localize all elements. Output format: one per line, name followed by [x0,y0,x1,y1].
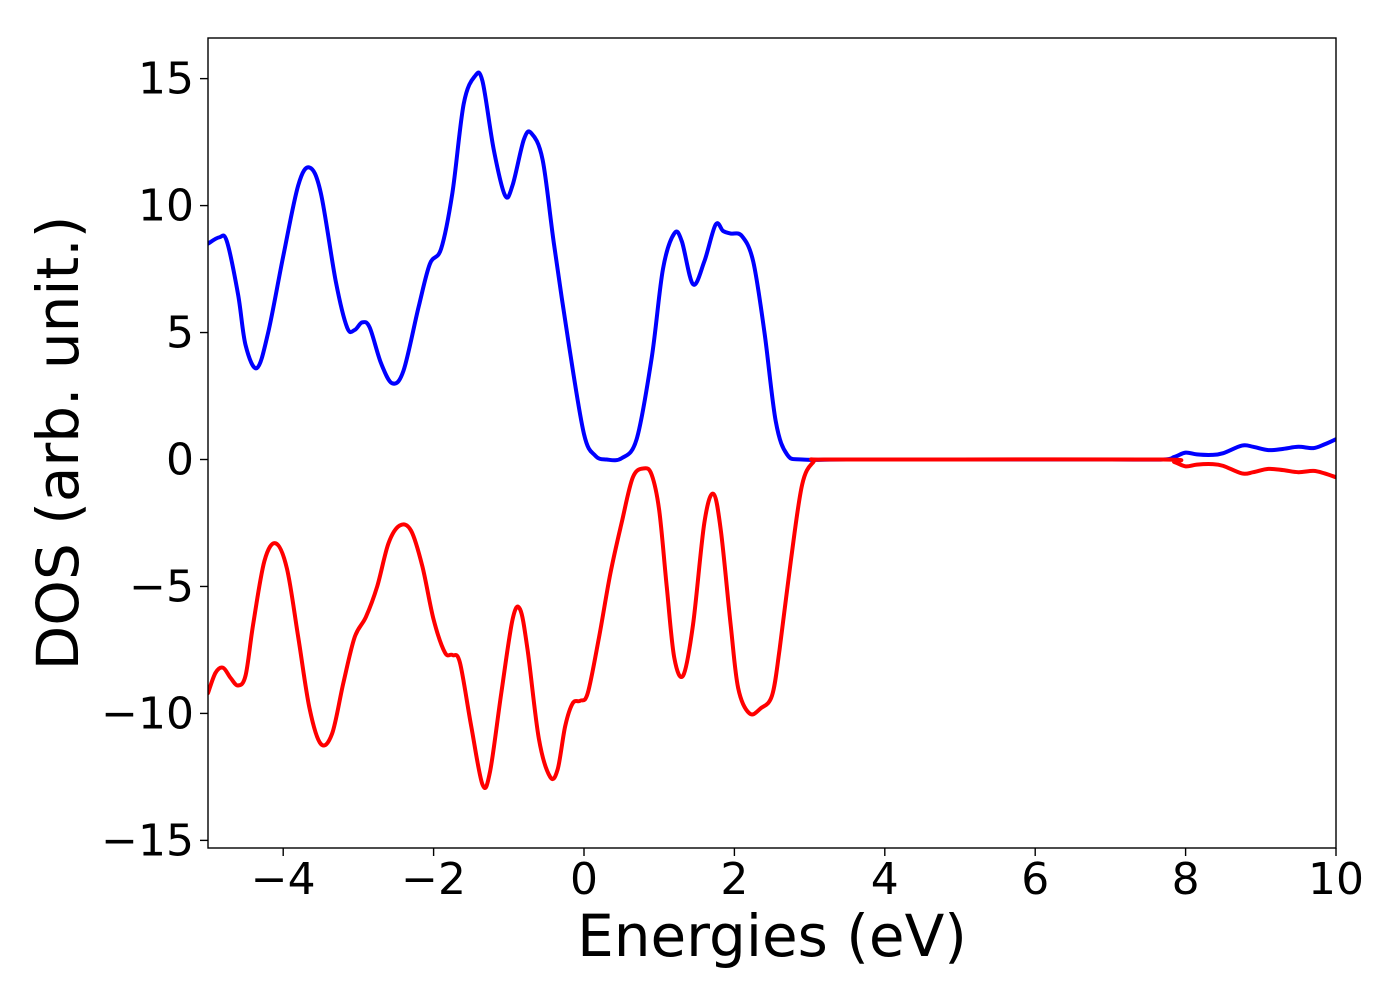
y-tick-label: 5 [166,308,194,359]
y-axis-ticks: −15 −10 −5 0 5 10 15 [101,54,208,866]
y-tick-label: −15 [101,815,194,866]
x-tick-label: −4 [251,854,316,905]
x-tick-label: 8 [1172,854,1200,905]
x-tick-label: 0 [570,854,598,905]
x-tick-label: 2 [720,854,748,905]
series-line-upper [208,70,1336,463]
y-tick-label: −10 [101,688,194,739]
series-group [208,70,1336,790]
x-tick-label: 4 [871,854,899,905]
series-line-lower [208,457,1336,790]
x-axis-label: Energies (eV) [577,902,967,970]
y-tick-label: 15 [138,54,194,105]
x-tick-label: 10 [1308,854,1364,905]
x-tick-label: −2 [401,854,466,905]
plot-frame [207,37,1337,849]
y-tick-label: 0 [166,435,194,486]
y-axis-label: DOS (arb. unit.) [24,216,92,671]
y-tick-label: −5 [129,561,194,612]
x-axis-ticks: −4 −2 0 2 4 6 8 10 [251,848,1364,905]
x-tick-label: 6 [1021,854,1049,905]
y-tick-label: 10 [138,181,194,232]
